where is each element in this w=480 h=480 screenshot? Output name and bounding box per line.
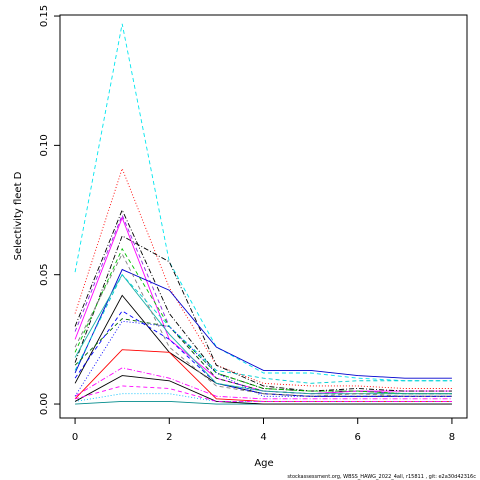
series-line: [74, 310, 452, 397]
series-line: [74, 268, 452, 379]
series-line: [74, 247, 452, 395]
series-line: [74, 273, 452, 384]
x-tick-label: 4: [260, 432, 266, 443]
series-line: [74, 318, 452, 395]
y-tick-label: 0.05: [39, 264, 50, 286]
series-line: [74, 320, 452, 397]
series-line: [74, 385, 452, 402]
series-line: [74, 23, 452, 382]
x-tick-label: 6: [355, 432, 361, 443]
footer: stockassessment.org, WBSS_HAWG_2022_4all…: [287, 474, 476, 480]
y-axis-label: Selectivity fleet D: [13, 171, 24, 260]
series-line: [74, 367, 452, 400]
x-axis-label: Age: [254, 458, 273, 469]
x-tick-label: 2: [166, 432, 172, 443]
y-tick-label: 0.10: [39, 134, 50, 156]
x-tick-label: 8: [449, 432, 455, 443]
y-tick-label: 0.00: [39, 393, 50, 415]
series-line: [74, 235, 452, 392]
series-line: [74, 273, 452, 395]
series-line: [74, 253, 452, 397]
plot-frame: [59, 14, 468, 419]
series-line: [74, 216, 452, 395]
x-tick-label: 0: [72, 432, 78, 443]
y-tick-label: 0.15: [39, 5, 50, 27]
series-line: [74, 167, 452, 389]
series-line: [75, 393, 452, 402]
series-line: [74, 375, 452, 405]
